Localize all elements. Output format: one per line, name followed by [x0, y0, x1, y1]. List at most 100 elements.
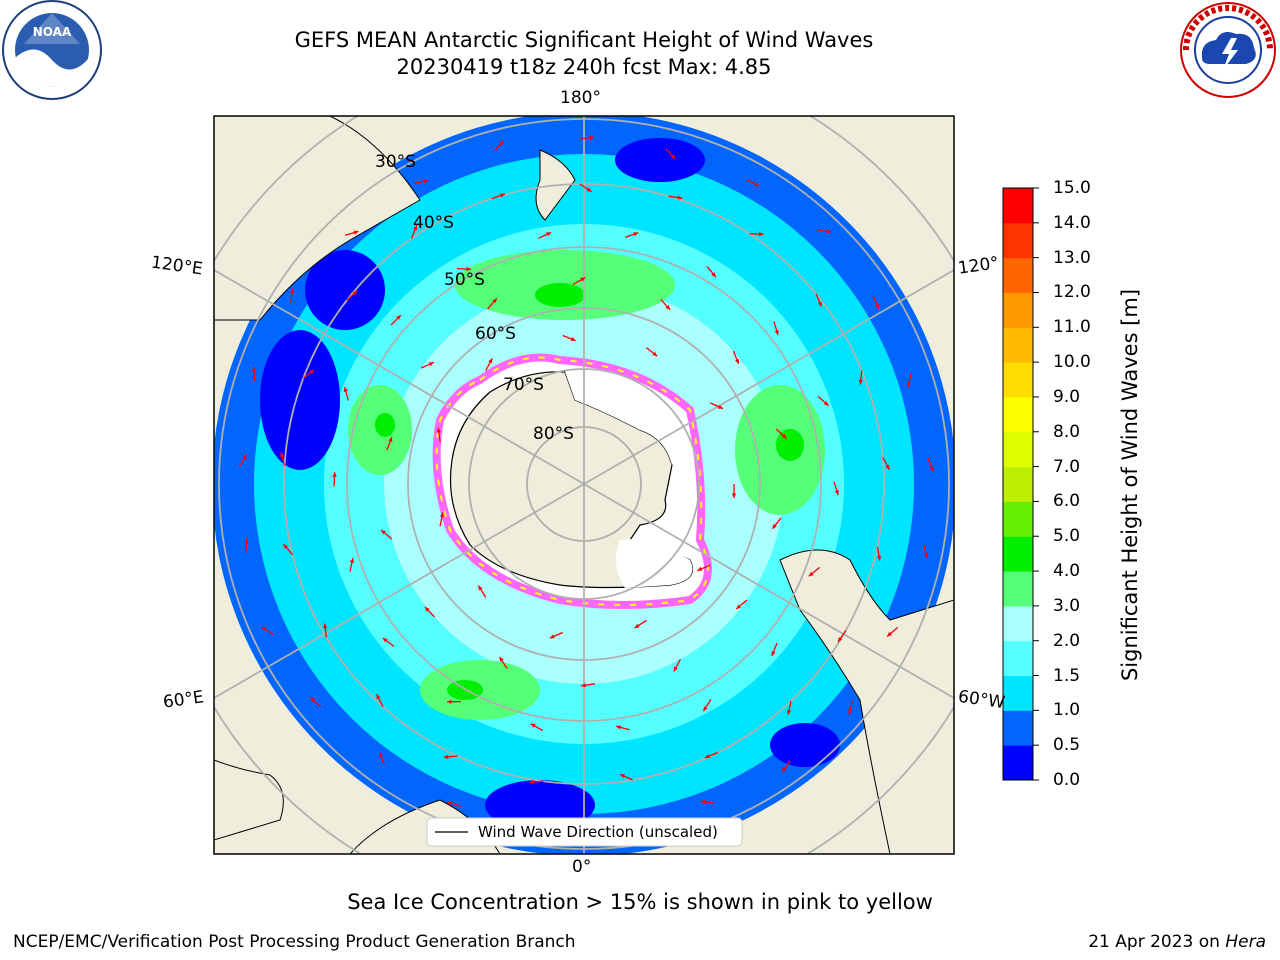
- wave-direction-arrowhead: [283, 544, 288, 549]
- colorbar-segment: [1003, 292, 1033, 328]
- wave-direction-arrowhead: [700, 799, 706, 805]
- colorbar-segment: [1003, 605, 1033, 642]
- lat-label-60s: 60°S: [475, 324, 516, 344]
- wind-wave-arrows: [238, 135, 935, 834]
- lat-label-70s: 70°S: [503, 375, 544, 395]
- wave-direction-arrowhead: [697, 566, 703, 571]
- wave-direction-arrowhead: [673, 666, 678, 672]
- wave-direction-arrowhead: [929, 466, 934, 472]
- wave-direction-arrowhead: [772, 523, 777, 529]
- wave-direction-arrowhead: [381, 530, 386, 535]
- wave-patch-4m: [776, 429, 804, 461]
- colorbar-segment: [1003, 710, 1033, 746]
- colorbar-tick-label: 4.0: [1053, 561, 1081, 582]
- lon-label-180: 180°: [560, 88, 601, 108]
- wave-direction-arrowhead: [718, 404, 723, 409]
- wave-direction-arrowhead: [665, 305, 671, 310]
- wave-direction-arrowhead: [244, 538, 249, 544]
- wave-patch-4m: [375, 413, 395, 437]
- wave-direction-arrowhead: [703, 706, 708, 712]
- low-wave-patch: [615, 138, 705, 182]
- colorbar-segment: [1003, 571, 1033, 607]
- colorbar-segment: [1003, 675, 1033, 711]
- wave-direction-arrowhead: [876, 555, 882, 561]
- wave-direction-arrowhead: [786, 710, 792, 715]
- wave-direction-arrowhead: [290, 288, 295, 294]
- colorbar-tick-label: 11.0: [1053, 317, 1091, 338]
- wave-direction-arrowhead: [586, 187, 592, 192]
- wave-direction-arrowhead: [343, 387, 348, 392]
- ice-shelf: [565, 371, 680, 465]
- wave-direction-arrowhead: [731, 493, 737, 498]
- wave-direction-arrowhead: [500, 193, 505, 198]
- wave-direction-arrowhead: [634, 623, 640, 629]
- wave-direction-arrowhead: [396, 315, 401, 320]
- footer-date: 21 Apr 2023 on Hera: [1088, 932, 1266, 952]
- australia-land: [214, 116, 421, 321]
- legend-label: Wind Wave Direction (unscaled): [478, 823, 718, 841]
- wave-direction-arrowhead: [874, 303, 879, 309]
- wave-direction-arrowhead: [885, 464, 890, 470]
- wave-direction-arrowhead: [616, 725, 621, 730]
- wave-direction-arrowhead: [759, 231, 764, 237]
- colorbar-segment: [1003, 327, 1033, 363]
- wave-direction-arrowhead: [499, 656, 504, 662]
- noaa-logo-text: NOAA: [33, 25, 72, 39]
- wave-direction-arrowhead: [382, 638, 388, 643]
- south-america-land: [779, 549, 954, 854]
- wave-direction-arrowhead: [349, 558, 355, 563]
- wave-direction-arrowhead: [771, 651, 776, 656]
- lat-label-80s: 80°S: [533, 424, 574, 444]
- wave-direction-arrowhead: [388, 437, 393, 443]
- colorbar-label: Significant Height of Wind Waves [m]: [1118, 288, 1142, 682]
- wave-direction-arrowhead: [443, 754, 449, 760]
- wave-direction-arrowhead: [466, 266, 471, 272]
- wave-patch-4m: [447, 680, 483, 700]
- ice-shelf: [616, 539, 693, 588]
- colorbar-segment: [1003, 188, 1033, 224]
- colorbar-segment: [1003, 222, 1033, 259]
- wave-direction-arrowhead: [848, 709, 853, 715]
- chart-title: GEFS MEAN Antarctic Significant Height o…: [294, 28, 874, 52]
- wave-direction-arrowhead: [323, 623, 328, 629]
- wave-direction-arrowhead: [858, 379, 863, 385]
- wave-direction-arrowhead: [413, 225, 418, 231]
- colorbar: [1003, 187, 1039, 781]
- wave-direction-arrowhead: [353, 230, 359, 235]
- low-wave-patch: [260, 330, 340, 470]
- chart-subtitle: 20230419 t18z 240h fcst Max: 4.85: [396, 55, 772, 79]
- wave-direction-arrowhead: [261, 627, 267, 632]
- nws-logo: [1176, 0, 1280, 108]
- wave-direction-arrowhead: [781, 433, 787, 439]
- lon-label-0: 0°: [572, 857, 592, 877]
- colorbar-segment: [1003, 536, 1033, 572]
- wave-direction-arrowhead: [808, 571, 814, 577]
- wave-direction-arrowhead: [570, 337, 576, 341]
- wave-direction-arrowhead: [352, 290, 358, 296]
- wave-direction-arrowhead: [310, 697, 316, 702]
- wave-direction-arrowhead: [546, 232, 552, 237]
- wave-direction-arrowhead: [280, 452, 285, 457]
- wave-direction-arrowhead: [677, 195, 683, 200]
- wave-direction-arrowhead: [549, 634, 555, 639]
- low-wave-patch: [305, 250, 385, 330]
- colorbar-tick-label: 1.0: [1053, 700, 1081, 721]
- wave-direction-arrowhead: [529, 779, 534, 785]
- colorbar-tick-label: 5.0: [1053, 526, 1081, 547]
- wave-direction-arrowhead: [838, 637, 843, 642]
- wave-direction-arrowhead: [652, 351, 658, 357]
- wave-direction-arrowhead: [823, 401, 829, 406]
- wave-direction-arrowhead: [488, 358, 493, 364]
- lat-label-40s: 40°S: [413, 213, 454, 233]
- colorbar-segment: [1003, 640, 1033, 677]
- wave-direction-arrowhead: [478, 585, 483, 591]
- colorbar-tick-label: 2.0: [1053, 630, 1081, 651]
- wave-direction-arrowhead: [887, 631, 892, 637]
- wave-direction-arrowhead: [439, 512, 444, 518]
- wave-direction-arrowhead: [670, 154, 676, 160]
- wave-direction-arrowhead: [580, 277, 586, 282]
- wave-direction-arrowhead: [924, 553, 929, 559]
- colorbar-tick-label: 14.0: [1053, 212, 1091, 233]
- colorbar-tick-label: 12.0: [1053, 282, 1091, 303]
- colorbar-segment: [1003, 431, 1033, 468]
